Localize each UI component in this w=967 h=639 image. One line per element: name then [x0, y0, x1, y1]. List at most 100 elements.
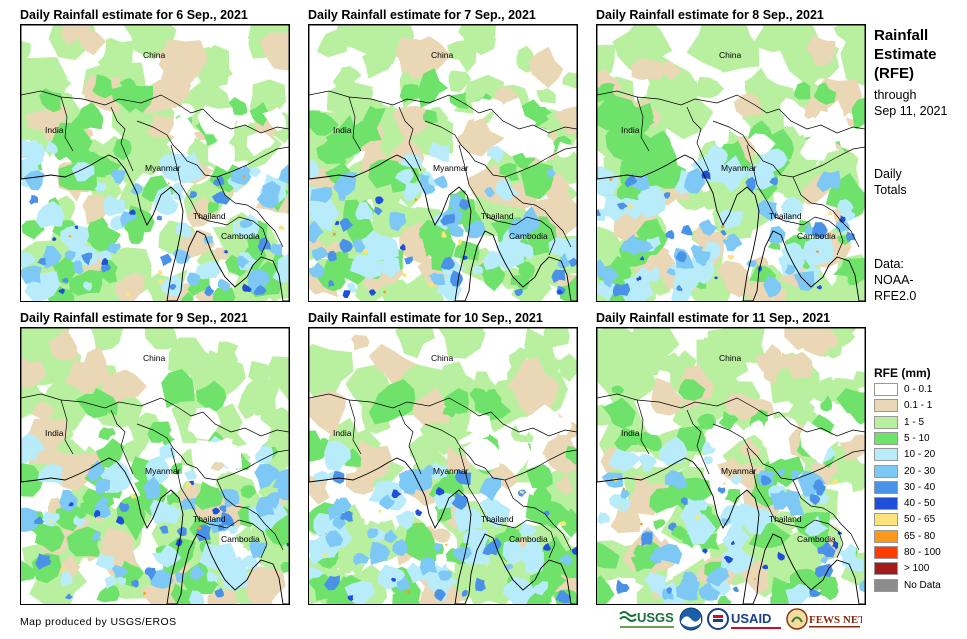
rainfall-patch — [150, 569, 174, 589]
rainfall-patch — [533, 485, 552, 509]
rainfall-patch — [832, 479, 838, 485]
rainfall-patch — [112, 474, 125, 487]
rainfall-patch — [90, 530, 101, 542]
rainfall-patch — [536, 88, 556, 104]
rainfall-patch — [363, 249, 368, 254]
rainfall-patch — [351, 334, 370, 351]
rainfall-patch — [311, 246, 329, 262]
rainfall-patch — [661, 61, 683, 81]
legend-swatch — [874, 448, 898, 462]
rainfall-patch — [105, 242, 121, 254]
rainfall-patch — [428, 141, 450, 162]
rainfall-patch — [129, 209, 136, 215]
rainfall-patch — [809, 589, 821, 598]
through-line1: through — [874, 88, 917, 102]
rainfall-patch — [144, 567, 156, 581]
rainfall-patch — [597, 281, 617, 301]
rainfall-patch — [143, 591, 146, 596]
rainfall-patch — [690, 244, 704, 258]
rainfall-map-svg: China India Myanmar Thailand Cambodia — [309, 328, 577, 604]
rainfall-patch — [267, 356, 289, 401]
rainfall-patch — [442, 404, 457, 418]
rainfall-patch — [730, 474, 744, 486]
rainfall-patch — [193, 481, 224, 510]
rainfall-patch — [102, 369, 147, 406]
country-border — [686, 409, 710, 475]
rainfall-patch — [466, 219, 486, 239]
rainfall-patch — [87, 459, 105, 482]
legend-item: 20 - 30 — [874, 464, 964, 479]
rainfall-patch — [663, 350, 697, 393]
country-border — [458, 447, 516, 529]
rainfall-patch — [409, 432, 440, 470]
dry-area — [208, 140, 236, 172]
rainfall-patch — [472, 265, 484, 275]
rainfall-patch — [35, 553, 51, 570]
rainfall-patch — [335, 497, 352, 513]
rainfall-patch — [597, 44, 616, 80]
country-border — [712, 423, 865, 481]
rainfall-patch — [181, 292, 194, 301]
rainfall-patch — [161, 369, 195, 409]
rainfall-patch — [666, 267, 676, 276]
rainfall-map: China India Myanmar Thailand Cambodia — [20, 327, 290, 605]
country-border — [490, 411, 577, 437]
legend-item: 0 - 0.1 — [874, 383, 964, 397]
dry-area — [749, 420, 764, 436]
rainfall-patch — [544, 375, 561, 394]
rainfall-patch — [613, 210, 660, 250]
rainfall-patch — [707, 144, 728, 167]
rainfall-patch — [597, 328, 629, 360]
rainfall-patch — [698, 581, 721, 601]
country-label-cambodia: Cambodia — [221, 231, 260, 241]
rainfall-patch — [448, 70, 472, 92]
rainfall-patch — [217, 278, 231, 292]
rainfall-patch — [52, 236, 57, 241]
country-border — [712, 120, 865, 178]
rainfall-patch — [115, 272, 145, 301]
rainfall-patch — [554, 106, 577, 134]
legend-label: 65 - 80 — [904, 530, 936, 542]
rainfall-patch — [154, 185, 179, 216]
rainfall-patch — [402, 36, 451, 79]
rainfall-patch — [60, 225, 90, 256]
country-label-india: India — [45, 428, 64, 438]
rainfall-patch — [327, 250, 337, 262]
rainfall-patch — [791, 470, 800, 481]
rainfall-patch — [430, 462, 448, 480]
rainfall-patch — [131, 579, 139, 588]
sidebar-daily: Daily Totals — [874, 166, 907, 198]
rainfall-patch — [406, 589, 411, 594]
country-border — [348, 399, 362, 455]
rainfall-patch — [309, 262, 325, 278]
rainfall-patch — [718, 209, 744, 230]
rainfall-patch — [37, 258, 47, 266]
rainfall-patch — [817, 540, 836, 558]
rainfall-patch — [95, 478, 111, 495]
rainfall-patch — [242, 283, 252, 293]
rainfall-patch — [546, 167, 556, 178]
rainfall-patch — [528, 46, 564, 89]
rainfall-patch — [169, 283, 177, 290]
rainfall-patch — [763, 276, 782, 298]
rainfall-patch — [559, 520, 567, 527]
legend-swatch — [874, 529, 898, 543]
rainfall-patch — [723, 555, 734, 564]
rainfall-map: China India Myanmar Thailand Cambodia — [308, 327, 578, 605]
usaid-logo-text: USAID — [731, 611, 771, 626]
rainfall-patch — [254, 464, 281, 490]
rainfall-patch — [111, 565, 128, 578]
rainfall-patch — [255, 496, 275, 518]
rainfall-patch — [620, 489, 630, 499]
coastline — [309, 328, 577, 604]
rainfall-patch — [309, 220, 324, 244]
rainfall-patch — [683, 167, 706, 194]
rainfall-patch — [769, 177, 778, 186]
rainfall-patch — [194, 260, 223, 280]
rainfall-patch — [83, 346, 112, 386]
rainfall-patch — [779, 352, 792, 370]
rainfall-patch — [770, 489, 794, 510]
rainfall-patch — [352, 553, 370, 566]
rainfall-patch — [560, 508, 577, 538]
country-label-china: China — [431, 353, 453, 363]
